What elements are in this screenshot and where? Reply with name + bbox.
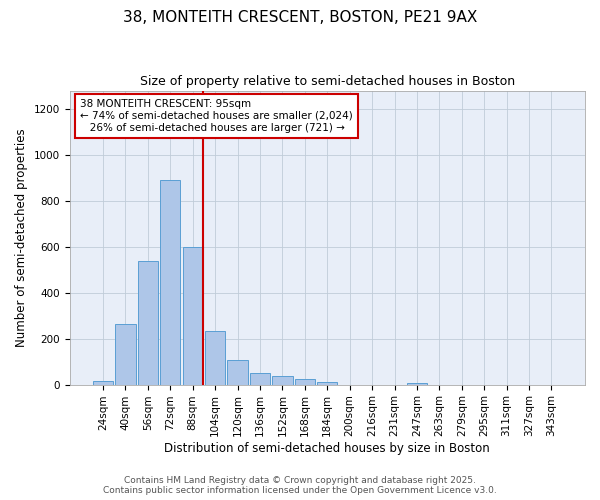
Bar [93,381,113,384]
Bar [317,382,337,384]
Bar [160,180,181,384]
Bar [182,247,203,384]
Bar [205,330,225,384]
Bar [138,260,158,384]
Text: 38, MONTEITH CRESCENT, BOSTON, PE21 9AX: 38, MONTEITH CRESCENT, BOSTON, PE21 9AX [123,10,477,25]
Bar [250,373,270,384]
Bar [295,379,315,384]
Text: 38 MONTEITH CRESCENT: 95sqm
← 74% of semi-detached houses are smaller (2,024)
  : 38 MONTEITH CRESCENT: 95sqm ← 74% of sem… [80,100,353,132]
Bar [272,376,293,384]
Text: Contains HM Land Registry data © Crown copyright and database right 2025.
Contai: Contains HM Land Registry data © Crown c… [103,476,497,495]
Bar [115,324,136,384]
Title: Size of property relative to semi-detached houses in Boston: Size of property relative to semi-detach… [140,75,515,88]
Y-axis label: Number of semi-detached properties: Number of semi-detached properties [15,128,28,347]
Bar [227,360,248,384]
X-axis label: Distribution of semi-detached houses by size in Boston: Distribution of semi-detached houses by … [164,442,490,455]
